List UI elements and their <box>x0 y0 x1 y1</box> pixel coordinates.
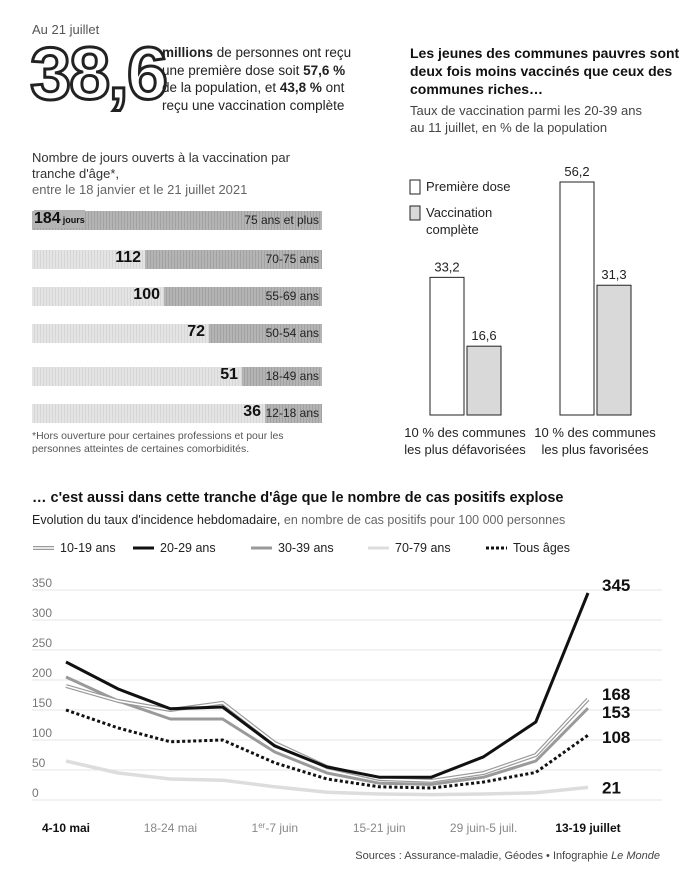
headline-text: millions de personnes ont reçu une premi… <box>162 45 352 113</box>
days-bar-value: 51 <box>220 366 238 383</box>
days-bar-age: 50-54 ans <box>265 326 319 340</box>
y-tick-label: 50 <box>32 756 46 770</box>
bar-first-dose <box>559 181 595 416</box>
y-tick-label: 200 <box>32 666 52 680</box>
y-tick-label: 250 <box>32 636 52 650</box>
legend-label: 10-19 ans <box>60 541 116 555</box>
days-bar-age: 75 ans et plus <box>244 213 319 227</box>
series-line <box>65 675 590 786</box>
bar-first-label: 56,2 <box>564 164 589 179</box>
source-note: Sources : Assurance-maladie, Géodes • In… <box>355 850 660 862</box>
days-bar-value: 184 jours <box>34 210 85 228</box>
line-chart-legend: 10-19 ans 20-29 ans 30-39 ans 70-79 ans Tous… <box>32 541 672 559</box>
x-tick-label: 4-10 mai <box>42 821 90 835</box>
legend-swatch <box>33 546 54 550</box>
series-end-label: 21 <box>602 778 621 797</box>
days-bar-value: 36 <box>243 403 261 420</box>
line-chart: 0 50 100 150 200 250 300 350 168 345 153 21 108 4-10 … <box>32 576 662 835</box>
days-bar-background <box>32 404 322 423</box>
series-line <box>65 759 589 797</box>
days-bar-fill <box>164 287 322 306</box>
legend-item: 10-19 ans <box>32 541 116 555</box>
days-bar-value: 72 <box>187 323 205 340</box>
x-tick-label: 15-21 juin <box>353 821 406 835</box>
days-bar: 36 12-18 ans <box>32 403 322 423</box>
vacc-chart-title: Les jeunes des communes pauvres sont deu… <box>410 45 680 97</box>
legend-first-swatch <box>409 179 421 195</box>
series-end-label: 153 <box>602 703 630 722</box>
y-tick-label: 350 <box>32 576 52 590</box>
series-end-label: 168 <box>602 685 630 704</box>
days-bar-value: 100 <box>133 286 160 303</box>
series-line <box>65 708 589 790</box>
days-bar-fill <box>32 211 322 230</box>
legend-full-swatch <box>409 205 421 221</box>
line-chart-subtitle: Evolution du taux d'incidence hebdomadai… <box>32 513 566 527</box>
legend-label: Tous âges <box>513 541 570 555</box>
days-bar-fill <box>265 404 322 423</box>
bar-full-label: 16,6 <box>471 328 496 343</box>
x-tick-label: 18-24 mai <box>144 821 197 835</box>
days-bar-value: 112 <box>115 249 141 266</box>
bar-full-vaccination <box>466 345 502 416</box>
legend-label: 70-79 ans <box>395 541 451 555</box>
bar-full-vaccination <box>596 284 632 416</box>
days-chart-title: Nombre de jours ouverts à la vaccination… <box>32 150 290 197</box>
y-tick-label: 150 <box>32 696 52 710</box>
legend-item: Tous âges <box>485 541 570 555</box>
days-bar: 184 jours 75 ans et plus <box>32 210 322 230</box>
vacc-chart: Première dose Vaccination complète 33,2 16… <box>404 164 656 457</box>
days-bar: 112 70-75 ans <box>32 249 322 269</box>
bar-first-label: 33,2 <box>434 259 459 274</box>
legend-label: 20-29 ans <box>160 541 216 555</box>
group-label: 10 % des communes les plus défavorisées <box>404 425 526 457</box>
legend-swatch <box>251 546 272 550</box>
days-bar: 100 55-69 ans <box>32 286 322 306</box>
group-label: 10 % des communes les plus favorisées <box>534 425 656 457</box>
vacc-chart-subtitle: Taux de vaccination parmi les 20-39 ans … <box>410 103 642 135</box>
legend-item: 20-29 ans <box>132 541 216 555</box>
days-bar-fill <box>209 324 322 343</box>
legend-swatch <box>486 546 507 550</box>
x-tick-label: 13-19 juillet <box>555 821 620 835</box>
y-tick-label: 300 <box>32 606 52 620</box>
x-tick-label: 1er-7 juin <box>252 821 299 835</box>
big-number: 38,6 <box>28 32 169 115</box>
bar-first-dose <box>429 276 465 416</box>
days-bar: 51 18-49 ans <box>32 366 322 386</box>
legend-label: 30-39 ans <box>278 541 334 555</box>
y-tick-label: 0 <box>32 786 39 800</box>
legend-swatch <box>133 546 154 550</box>
legend-swatch <box>368 546 389 550</box>
days-bar-age: 70-75 ans <box>265 252 319 266</box>
x-tick-label: 29 juin-5 juil. <box>450 821 517 835</box>
date-label: Au 21 juillet <box>32 22 100 37</box>
legend-item: 70-79 ans <box>367 541 451 555</box>
days-bar-age: 55-69 ans <box>265 289 319 303</box>
series-end-label: 345 <box>602 576 630 595</box>
days-bar: 72 50-54 ans <box>32 323 322 343</box>
y-tick-label: 100 <box>32 726 52 740</box>
legend-first-label: Première dose <box>426 179 511 194</box>
days-bar-age: 12-18 ans <box>265 406 319 420</box>
series-line <box>65 592 590 779</box>
days-bar-age: 18-49 ans <box>265 369 319 383</box>
days-bar-fill <box>145 250 322 269</box>
legend-item: 30-39 ans <box>250 541 334 555</box>
line-chart-title: … c'est aussi dans cette tranche d'âge q… <box>32 490 564 506</box>
legend-full-label: Vaccination complète <box>426 205 492 237</box>
days-bar-fill <box>242 367 322 386</box>
footnote: *Hors ouverture pour certaines professio… <box>32 430 284 455</box>
bar-full-label: 31,3 <box>601 267 626 282</box>
series-end-label: 108 <box>602 728 630 747</box>
